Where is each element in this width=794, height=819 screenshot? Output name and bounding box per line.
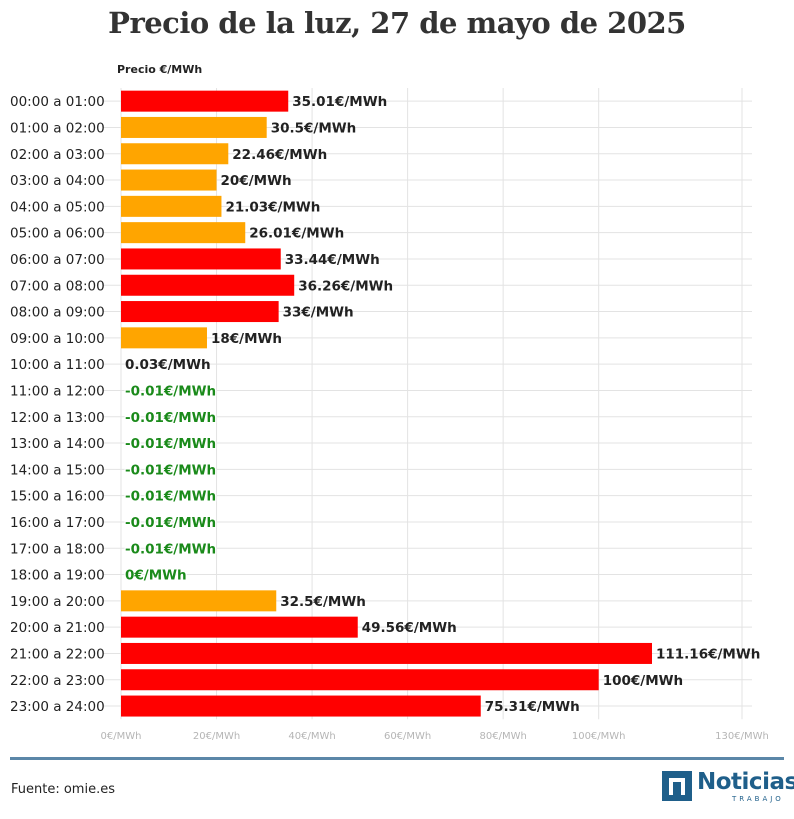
data-label: -0.01€/MWh [125, 515, 216, 531]
logo-n-icon [662, 771, 692, 801]
category-label: 03:00 a 04:00 [10, 173, 105, 189]
data-label: 22.46€/MWh [232, 147, 327, 163]
data-label: -0.01€/MWh [125, 541, 216, 557]
category-label: 14:00 a 15:00 [10, 462, 105, 478]
category-label: 17:00 a 18:00 [10, 541, 105, 557]
category-label: 16:00 a 17:00 [10, 515, 105, 531]
category-label: 15:00 a 16:00 [10, 489, 105, 505]
x-tick-label: 40€/MWh [288, 731, 335, 742]
chart-title: Precio de la luz, 27 de mayo de 2025 [108, 6, 686, 40]
data-label: 111.16€/MWh [656, 646, 760, 662]
bar [121, 169, 217, 191]
category-label: 05:00 a 06:00 [10, 226, 105, 242]
category-label: 02:00 a 03:00 [10, 147, 105, 163]
category-label: 21:00 a 22:00 [10, 646, 105, 662]
bar [121, 222, 246, 244]
data-label: 33€/MWh [283, 305, 354, 321]
category-label: 18:00 a 19:00 [10, 568, 105, 584]
data-label: 33.44€/MWh [285, 252, 380, 268]
category-label: 09:00 a 10:00 [10, 331, 105, 347]
data-label: 21.03€/MWh [225, 199, 320, 215]
category-label: 12:00 a 13:00 [10, 410, 105, 426]
data-label: 20€/MWh [221, 173, 292, 189]
data-label: -0.01€/MWh [125, 383, 216, 399]
bar [121, 327, 207, 349]
data-label: -0.01€/MWh [125, 436, 216, 452]
x-tick-label: 0€/MWh [101, 731, 142, 742]
x-tick-label: 60€/MWh [384, 731, 431, 742]
x-tick-label: 130€/MWh [715, 731, 769, 742]
data-label: 0€/MWh [125, 568, 187, 584]
data-label: -0.01€/MWh [125, 462, 216, 478]
x-tick-label: 80€/MWh [479, 731, 526, 742]
bar [121, 90, 289, 112]
data-label: 0.03€/MWh [125, 357, 211, 373]
data-label: -0.01€/MWh [125, 489, 216, 505]
logo-subtitle: TRABAJO [732, 795, 784, 803]
bar [121, 642, 653, 664]
bar [121, 301, 279, 323]
publisher-logo: Noticias TRABAJO [662, 769, 794, 803]
category-label: 19:00 a 20:00 [10, 594, 105, 610]
data-label: 36.26€/MWh [298, 278, 393, 294]
x-tick-label: 20€/MWh [193, 731, 240, 742]
footer-divider [10, 757, 784, 760]
source-note: Fuente: omie.es [11, 782, 115, 797]
category-label: 10:00 a 11:00 [10, 357, 105, 373]
category-label: 00:00 a 01:00 [10, 94, 105, 110]
logo-wordmark: Noticias [697, 769, 794, 795]
bar [121, 590, 277, 612]
category-label: 20:00 a 21:00 [10, 620, 105, 636]
category-label: 07:00 a 08:00 [10, 278, 105, 294]
bar [121, 616, 358, 638]
data-label: 49.56€/MWh [362, 620, 457, 636]
bar [121, 248, 281, 270]
data-label: 35.01€/MWh [292, 94, 387, 110]
bar [121, 195, 222, 217]
data-label: 75.31€/MWh [485, 699, 580, 715]
category-label: 08:00 a 09:00 [10, 305, 105, 321]
bar-chart: Precio €/MWh 0€/MWh 20€/MWh 40€/MWh 60€/MWh 8… [10, 63, 769, 742]
data-label: -0.01€/MWh [125, 410, 216, 426]
value-header: Precio €/MWh [117, 63, 202, 76]
data-label: 26.01€/MWh [249, 226, 344, 242]
category-label: 23:00 a 24:00 [10, 699, 105, 715]
data-label: 32.5€/MWh [280, 594, 366, 610]
category-label: 22:00 a 23:00 [10, 673, 105, 689]
data-label: 30.5€/MWh [271, 120, 357, 136]
bar [121, 116, 267, 138]
category-label: 04:00 a 05:00 [10, 199, 105, 215]
category-label: 01:00 a 02:00 [10, 120, 105, 136]
bar [121, 695, 481, 717]
category-label: 06:00 a 07:00 [10, 252, 105, 268]
bar [121, 274, 295, 296]
category-label: 11:00 a 12:00 [10, 383, 105, 399]
category-label: 13:00 a 14:00 [10, 436, 105, 452]
bar [121, 143, 229, 165]
x-tick-label: 100€/MWh [572, 731, 626, 742]
data-label: 100€/MWh [603, 673, 683, 689]
bar [121, 669, 599, 691]
data-label: 18€/MWh [211, 331, 282, 347]
